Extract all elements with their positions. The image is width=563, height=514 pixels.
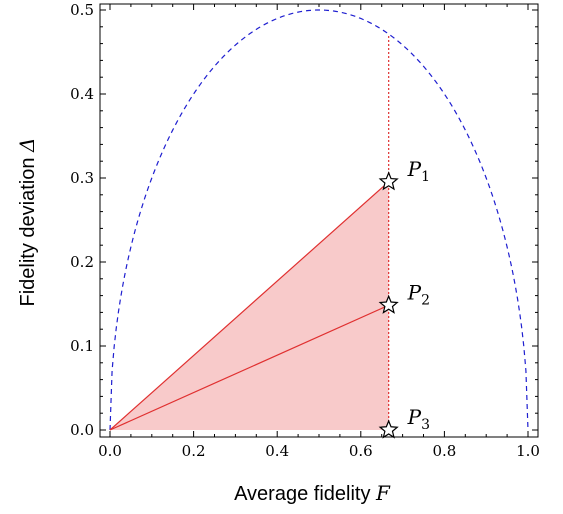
point-p3-marker [378, 419, 399, 439]
y-tick-label: 0.3 [70, 169, 94, 187]
x-axis-title-symbol: F [375, 481, 391, 505]
y-axis-title-symbol: Δ [15, 138, 39, 153]
y-axis-title: Fidelity deviation Δ [15, 138, 39, 307]
x-tick-label: 0.6 [349, 442, 373, 460]
y-tick-label: 0.4 [70, 85, 94, 103]
point-p3-label: P3 [407, 405, 430, 433]
x-tick-label: 0.4 [265, 442, 289, 460]
point-label-name: P [407, 280, 422, 304]
point-label-subscript: 3 [421, 417, 430, 433]
y-tick-label: 0.1 [70, 337, 94, 355]
series-line-2 [109, 304, 389, 431]
point-label-name: P [407, 157, 422, 181]
point-p1-marker [378, 171, 399, 191]
x-tick-label: 1.0 [516, 442, 540, 460]
plot-area: 0.0 0.2 0.4 0.6 0.8 1.00.00.10.20.30.40.5P1P2… [70, 1, 540, 460]
boundary-curve [109, 9, 529, 431]
point-p2-label: P2 [407, 280, 430, 308]
y-axis-title-text: Fidelity deviation [17, 158, 39, 307]
x-tick-label: 0.2 [182, 442, 206, 460]
point-label-subscript: 2 [421, 292, 430, 308]
point-label-subscript: 1 [421, 169, 430, 185]
point-p2-marker [378, 294, 399, 314]
x-tick-label: 0.8 [432, 442, 456, 460]
y-tick-label: 0.2 [70, 253, 94, 271]
y-tick-label: 0.5 [70, 1, 94, 19]
series-line-1 [109, 181, 390, 431]
point-p1-label: P1 [407, 157, 430, 185]
point-label-name: P [407, 405, 422, 429]
x-axis-title: Average fidelity F [234, 481, 391, 505]
x-axis-title-text: Average fidelity [234, 483, 370, 505]
x-tick-label: 0.0 [98, 442, 122, 460]
y-tick-label: 0.0 [70, 421, 94, 439]
